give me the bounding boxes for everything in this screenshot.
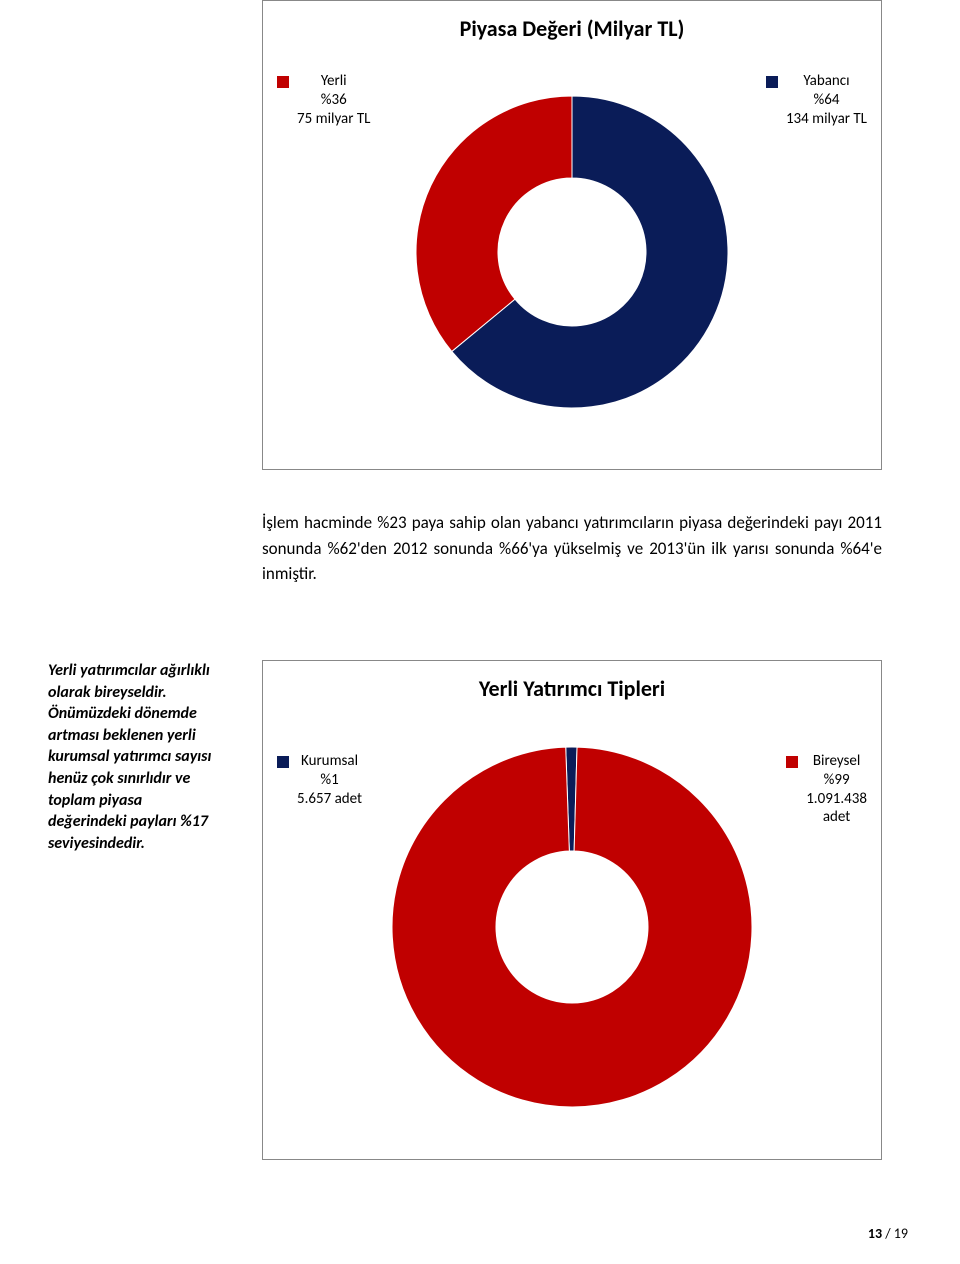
chart2-legend-bireysel: Bireysel %99 1.091.438 adet [786,752,867,827]
chart2-donut [390,745,754,1109]
legend-line: %99 [806,771,867,790]
legend-line: Yerli [297,72,370,91]
legend-line: Bireysel [806,752,867,771]
page-total: 19 [894,1225,908,1242]
chart1-legend-yerli-text: Yerli %36 75 milyar TL [297,72,370,128]
legend-line: 134 milyar TL [786,110,867,129]
page-number: 13 / 19 [868,1225,908,1242]
body-paragraph: İşlem hacminde %23 paya sahip olan yaban… [262,510,882,587]
chart-yerli-yatirimci-tipleri: Yerli Yatırımcı Tipleri Kurumsal %1 5.65… [262,660,882,1160]
chart1-legend-yabanci: Yabancı %64 134 milyar TL [766,72,867,128]
chart1-title: Piyasa Değeri (Milyar TL) [263,1,881,42]
chart-piyasa-degeri: Piyasa Değeri (Milyar TL) Yerli %36 75 m… [262,0,882,470]
donut-svg [390,745,754,1109]
legend-line: Yabancı [786,72,867,91]
legend-line: %1 [297,771,362,790]
chart1-legend-yerli: Yerli %36 75 milyar TL [277,72,370,128]
chart2-legend-kurumsal-text: Kurumsal %1 5.657 adet [297,752,362,808]
sidebar-note: Yerli yatırımcılar ağırlıklı olarak bire… [48,660,216,854]
chart1-body: Yerli %36 75 milyar TL Yabancı %64 134 m… [263,42,881,462]
chart1-donut [414,94,730,410]
page-separator: / [882,1225,894,1242]
legend-line: 5.657 adet [297,790,362,809]
legend-line: adet [806,808,867,827]
page-current: 13 [868,1225,882,1242]
chart2-legend-bireysel-text: Bireysel %99 1.091.438 adet [806,752,867,827]
chart1-legend-yabanci-text: Yabancı %64 134 milyar TL [786,72,867,128]
legend-line: 1.091.438 [806,790,867,809]
chart2-body: Kurumsal %1 5.657 adet Bireysel %99 1.09… [263,702,881,1152]
page: Piyasa Değeri (Milyar TL) Yerli %36 75 m… [0,0,960,1264]
legend-line: Kurumsal [297,752,362,771]
legend-marker-icon [277,756,289,768]
legend-marker-icon [786,756,798,768]
legend-marker-icon [766,76,778,88]
legend-line: %36 [297,91,370,110]
legend-line: %64 [786,91,867,110]
legend-marker-icon [277,76,289,88]
donut-svg [414,94,730,410]
chart2-legend-kurumsal: Kurumsal %1 5.657 adet [277,752,362,808]
chart2-title: Yerli Yatırımcı Tipleri [263,661,881,702]
legend-line: 75 milyar TL [297,110,370,129]
